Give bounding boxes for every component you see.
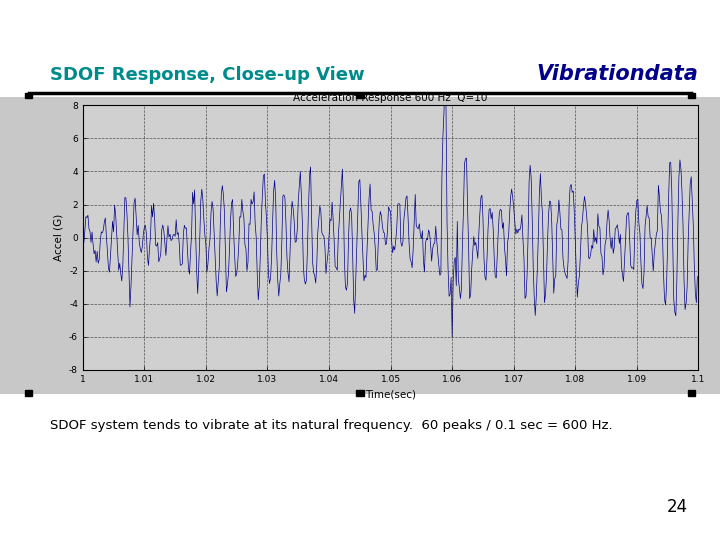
Text: SDOF Response, Close-up View: SDOF Response, Close-up View <box>50 66 365 84</box>
Title: Acceleration Response 600 Hz  Q=10: Acceleration Response 600 Hz Q=10 <box>294 93 487 103</box>
Text: 24: 24 <box>667 498 688 516</box>
Y-axis label: Accel (G): Accel (G) <box>53 214 63 261</box>
Text: SDOF system tends to vibrate at its natural frequency.  60 peaks / 0.1 sec = 600: SDOF system tends to vibrate at its natu… <box>50 418 613 431</box>
Text: Vibrationdata: Vibrationdata <box>536 64 698 84</box>
X-axis label: Time(sec): Time(sec) <box>365 389 416 399</box>
